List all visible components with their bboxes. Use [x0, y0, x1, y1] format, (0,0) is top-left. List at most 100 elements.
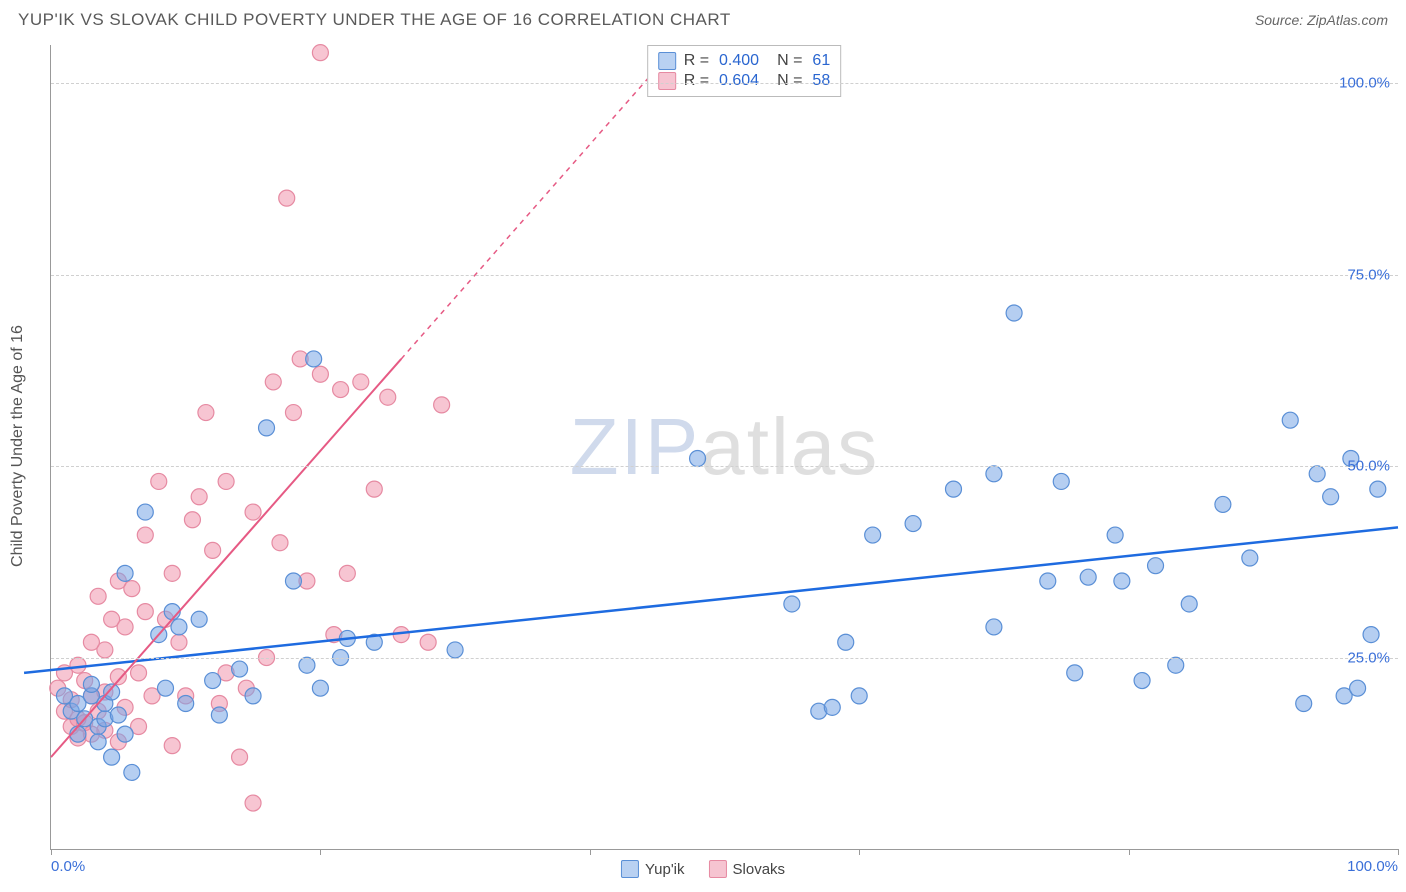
scatter-point — [1168, 657, 1184, 673]
scatter-point — [157, 680, 173, 696]
gridline — [51, 466, 1398, 467]
scatter-point — [905, 516, 921, 532]
scatter-point — [232, 749, 248, 765]
scatter-point — [690, 450, 706, 466]
scatter-point — [191, 611, 207, 627]
source-attribution: Source: ZipAtlas.com — [1255, 12, 1388, 28]
scatter-point — [1006, 305, 1022, 321]
x-right-label: 100.0% — [1347, 858, 1398, 875]
scatter-point — [838, 634, 854, 650]
scatter-point — [259, 420, 275, 436]
source-prefix: Source: — [1255, 12, 1307, 28]
scatter-point — [1215, 496, 1231, 512]
scatter-point — [299, 657, 315, 673]
n-value-2: 58 — [812, 72, 830, 90]
scatter-point — [1181, 596, 1197, 612]
scatter-point — [824, 699, 840, 715]
y-tick-label: 100.0% — [1339, 75, 1390, 92]
legend-item-yupik: Yup'ik — [621, 860, 685, 878]
slovak-swatch-bottom — [709, 860, 727, 878]
scatter-point — [178, 696, 194, 712]
scatter-point — [333, 382, 349, 398]
scatter-point — [285, 405, 301, 421]
scatter-point — [285, 573, 301, 589]
scatter-point — [137, 604, 153, 620]
scatter-point — [339, 565, 355, 581]
scatter-point — [164, 738, 180, 754]
scatter-point — [124, 764, 140, 780]
scatter-point — [171, 634, 187, 650]
yupik-swatch — [658, 52, 676, 70]
source-name: ZipAtlas.com — [1307, 12, 1388, 28]
slovak-name: Slovaks — [733, 861, 786, 878]
scatter-point — [851, 688, 867, 704]
scatter-point — [110, 707, 126, 723]
yupik-name: Yup'ik — [645, 861, 685, 878]
y-axis-label: Child Poverty Under the Age of 16 — [9, 325, 27, 567]
scatter-point — [70, 657, 86, 673]
scatter-point — [232, 661, 248, 677]
chart-plot-area: ZIPatlas R = 0.400 N = 61 R = 0.604 N = … — [50, 45, 1398, 850]
scatter-point — [198, 405, 214, 421]
scatter-point — [104, 684, 120, 700]
scatter-point — [306, 351, 322, 367]
scatter-point — [211, 707, 227, 723]
y-tick-label: 50.0% — [1347, 458, 1390, 475]
scatter-point — [272, 535, 288, 551]
chart-title: YUP'IK VS SLOVAK CHILD POVERTY UNDER THE… — [18, 10, 731, 30]
scatter-point — [117, 619, 133, 635]
scatter-point — [83, 676, 99, 692]
scatter-point — [784, 596, 800, 612]
scatter-point — [245, 795, 261, 811]
scatter-point — [1053, 473, 1069, 489]
x-tick — [51, 849, 52, 855]
x-tick — [320, 849, 321, 855]
scatter-point — [1080, 569, 1096, 585]
n-label-1: N = — [777, 52, 802, 70]
scatter-svg — [51, 45, 1398, 849]
scatter-point — [1067, 665, 1083, 681]
scatter-point — [245, 504, 261, 520]
r-value-2: 0.604 — [719, 72, 759, 90]
legend-row-slovak: R = 0.604 N = 58 — [658, 72, 831, 90]
scatter-point — [164, 565, 180, 581]
trend-line — [401, 53, 670, 359]
scatter-point — [312, 366, 328, 382]
scatter-point — [986, 466, 1002, 482]
scatter-point — [90, 588, 106, 604]
scatter-point — [1370, 481, 1386, 497]
x-tick — [1398, 849, 1399, 855]
scatter-point — [131, 665, 147, 681]
scatter-point — [90, 734, 106, 750]
series-legend: Yup'ik Slovaks — [621, 860, 785, 878]
x-tick — [590, 849, 591, 855]
scatter-point — [380, 389, 396, 405]
scatter-point — [97, 642, 113, 658]
r-label-1: R = — [684, 52, 709, 70]
scatter-point — [353, 374, 369, 390]
correlation-legend: R = 0.400 N = 61 R = 0.604 N = 58 — [647, 45, 842, 97]
scatter-point — [1350, 680, 1366, 696]
yupik-swatch-bottom — [621, 860, 639, 878]
gridline — [51, 658, 1398, 659]
x-left-label: 0.0% — [51, 858, 85, 875]
scatter-point — [205, 673, 221, 689]
scatter-point — [137, 504, 153, 520]
scatter-point — [1114, 573, 1130, 589]
scatter-point — [104, 749, 120, 765]
y-tick-label: 25.0% — [1347, 649, 1390, 666]
scatter-point — [124, 581, 140, 597]
scatter-point — [1040, 573, 1056, 589]
scatter-point — [137, 527, 153, 543]
scatter-point — [245, 688, 261, 704]
slovak-swatch — [658, 72, 676, 90]
r-value-1: 0.400 — [719, 52, 759, 70]
r-label-2: R = — [684, 72, 709, 90]
scatter-point — [151, 473, 167, 489]
scatter-point — [265, 374, 281, 390]
scatter-point — [279, 190, 295, 206]
x-tick — [1129, 849, 1130, 855]
legend-row-yupik: R = 0.400 N = 61 — [658, 52, 831, 70]
scatter-point — [110, 669, 126, 685]
scatter-point — [1134, 673, 1150, 689]
